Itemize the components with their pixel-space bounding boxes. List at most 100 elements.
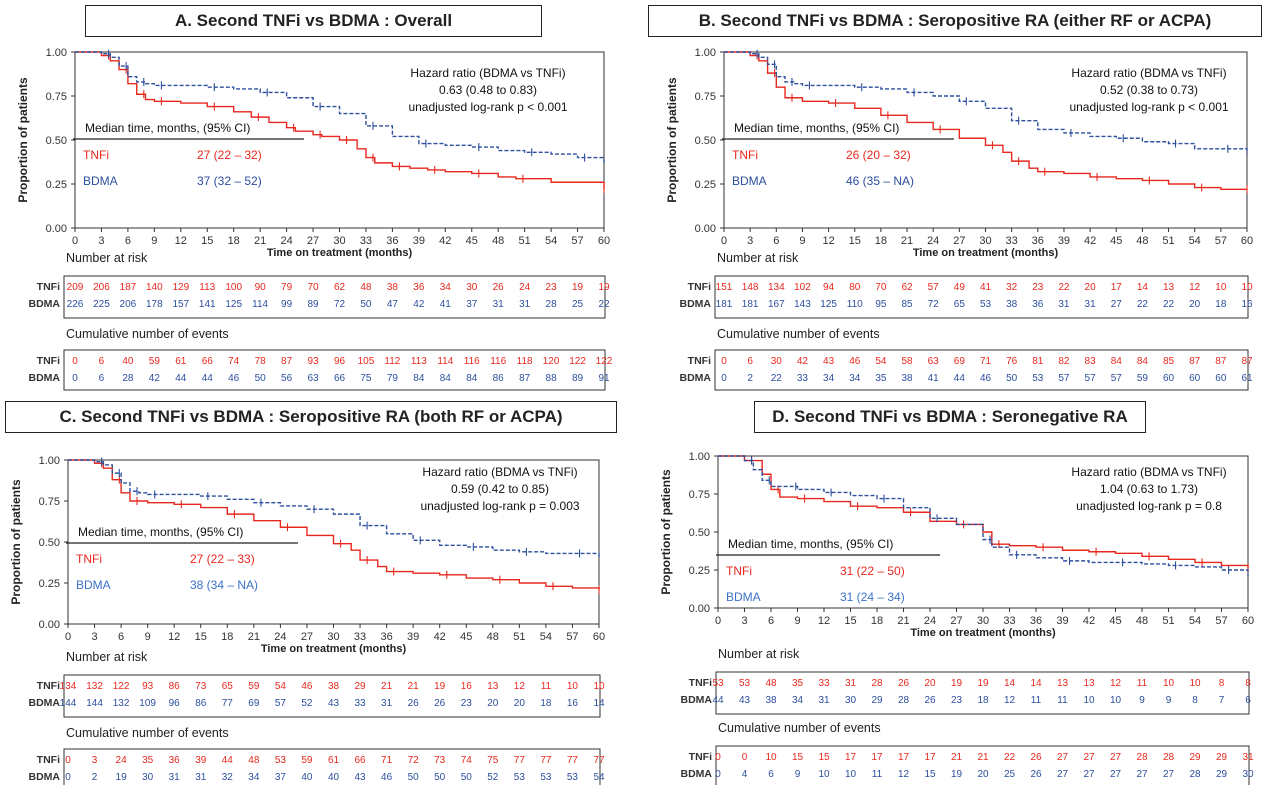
risk-table-bdma-value: 99 — [281, 299, 293, 310]
risk-table-bdma-value: 141 — [199, 299, 216, 310]
events-table-tnfi-value: 10 — [765, 752, 777, 763]
risk-table-bdma-value: 114 — [252, 299, 268, 310]
risk-table-bdma-value: 31 — [381, 698, 393, 709]
x-tick-label: 24 — [924, 615, 936, 627]
events-table-tnfi-value: 35 — [142, 755, 154, 766]
events-table-bdma-value: 6 — [768, 769, 774, 780]
risk-table-bdma-label: BDMA — [29, 298, 61, 310]
events-table-bdma-value: 86 — [493, 373, 505, 384]
x-tick-label: 6 — [768, 615, 774, 627]
events-table-bdma-value: 0 — [715, 769, 721, 780]
y-tick-label: 0.00 — [689, 603, 710, 615]
events-table-bdma-value: 15 — [924, 769, 936, 780]
risk-table-tnfi-value: 16 — [461, 681, 473, 692]
events-table-tnfi-label: TNFi — [37, 754, 60, 766]
x-tick-label: 30 — [977, 615, 989, 627]
risk-table-bdma-value: 57 — [275, 698, 287, 709]
tnfi-curve — [75, 51, 605, 190]
risk-table-bdma-value: 95 — [875, 299, 887, 310]
risk-table-tnfi-label: TNFi — [37, 680, 60, 692]
risk-table-bdma-value: 14 — [593, 698, 605, 709]
risk-table-tnfi-value: 62 — [334, 282, 346, 293]
events-table-bdma-value: 56 — [281, 373, 293, 384]
events-table-tnfi-value: 75 — [487, 755, 499, 766]
events-table-tnfi-value: 87 — [1215, 356, 1227, 367]
events-table-tnfi-value: 39 — [195, 755, 207, 766]
events-table-tnfi-value: 43 — [823, 356, 835, 367]
risk-table-tnfi-value: 80 — [849, 282, 861, 293]
risk-table-tnfi-value: 32 — [1006, 282, 1018, 293]
median-tnfi-value: 26 (20 – 32) — [846, 148, 911, 162]
median-bdma-value: 46 (35 – NA) — [846, 174, 914, 188]
events-table-bdma-value: 35 — [875, 373, 887, 384]
risk-table-tnfi-value: 94 — [823, 282, 835, 293]
events-table-bdma-value: 40 — [328, 772, 340, 783]
events-table-bdma-value: 29 — [1216, 769, 1228, 780]
x-tick-label: 36 — [1032, 235, 1044, 247]
x-tick-label: 42 — [434, 631, 446, 643]
events-table-tnfi-value: 61 — [175, 356, 187, 367]
x-tick-label: 54 — [1189, 615, 1201, 627]
events-table-bdma-value: 4 — [742, 769, 748, 780]
risk-table-tnfi-value: 36 — [413, 282, 425, 293]
km-chart: 0.000.250.500.751.000 3 6 9 12 15 18 21 24 27 30 33… — [659, 451, 1254, 785]
risk-table-bdma-value: 27 — [1111, 299, 1123, 310]
risk-table-tnfi-value: 19 — [951, 678, 963, 689]
km-chart: 0.000.250.500.751.000 3 6 9 12 15 18 21 24 27 30 33… — [665, 47, 1253, 391]
risk-table-bdma-value: 12 — [1004, 695, 1016, 706]
risk-table-tnfi-value: 21 — [381, 681, 393, 692]
events-table-bdma-value: 26 — [1030, 769, 1042, 780]
risk-table-bdma-value: 26 — [924, 695, 936, 706]
risk-table-box — [715, 671, 1250, 715]
events-table-tnfi-value: 15 — [818, 752, 830, 763]
y-tick-label: 0.00 — [695, 223, 716, 235]
risk-table-tnfi-value: 19 — [572, 282, 584, 293]
events-table-bdma-value: 28 — [1189, 769, 1201, 780]
median-tnfi-label: TNFi — [83, 148, 109, 162]
logrank-p: unadjusted log-rank p < 0.001 — [1069, 100, 1228, 114]
risk-table-bdma-value: 22 — [1137, 299, 1149, 310]
risk-table-bdma-label: BDMA — [681, 694, 713, 706]
events-table-tnfi-value: 85 — [1163, 356, 1175, 367]
events-table-tnfi-value: 6 — [747, 356, 753, 367]
y-tick-label: 0.00 — [39, 619, 60, 631]
risk-table-bdma-value: 132 — [113, 698, 130, 709]
hazard-ratio-value: 0.52 (0.38 to 0.73) — [1100, 83, 1198, 97]
x-tick-label: 45 — [466, 235, 478, 247]
risk-table-bdma-value: 18 — [1215, 299, 1227, 310]
risk-table-tnfi-value: 19 — [434, 681, 446, 692]
x-tick-label: 42 — [1083, 615, 1095, 627]
events-table-tnfi-value: 77 — [593, 755, 605, 766]
events-table-bdma-value: 20 — [977, 769, 989, 780]
events-table-bdma-value: 53 — [1032, 373, 1044, 384]
risk-table-tnfi-value: 187 — [120, 282, 137, 293]
events-table-tnfi-value: 6 — [99, 356, 105, 367]
events-table-tnfi-value: 0 — [72, 356, 78, 367]
events-table-tnfi-value: 93 — [307, 356, 319, 367]
risk-table-tnfi-value: 13 — [1163, 282, 1175, 293]
risk-table-bdma-value: 41 — [440, 299, 452, 310]
median-header: Median time, months, (95% CI) — [85, 121, 250, 135]
events-table-bdma-value: 27 — [1110, 769, 1122, 780]
events-table-box — [714, 349, 1249, 391]
y-tick-label: 0.25 — [689, 565, 710, 577]
risk-table-tnfi-value: 59 — [248, 681, 260, 692]
events-table-tnfi-value: 29 — [1189, 752, 1201, 763]
events-table-header: Cumulative number of events — [717, 327, 880, 341]
risk-table-tnfi-value: 10 — [1189, 678, 1201, 689]
events-table-tnfi-value: 77 — [540, 755, 552, 766]
events-table-bdma-value: 9 — [795, 769, 801, 780]
risk-table-bdma-value: 43 — [328, 698, 340, 709]
y-tick-label: 0.25 — [46, 179, 67, 191]
risk-table-tnfi-value: 102 — [794, 282, 811, 293]
risk-table-bdma-value: 225 — [93, 299, 110, 310]
risk-table-tnfi-value: 19 — [977, 678, 989, 689]
x-tick-label: 42 — [1084, 235, 1096, 247]
events-table-tnfi-value: 71 — [980, 356, 992, 367]
panel-title: B. Second TNFi vs BDMA : Seropositive RA… — [648, 5, 1262, 37]
risk-table-tnfi-value: 14 — [1004, 678, 1016, 689]
x-tick-label: 24 — [274, 631, 286, 643]
risk-table-bdma-value: 125 — [225, 299, 242, 310]
risk-table-tnfi-value: 73 — [195, 681, 207, 692]
risk-table-bdma-value: 72 — [334, 299, 346, 310]
